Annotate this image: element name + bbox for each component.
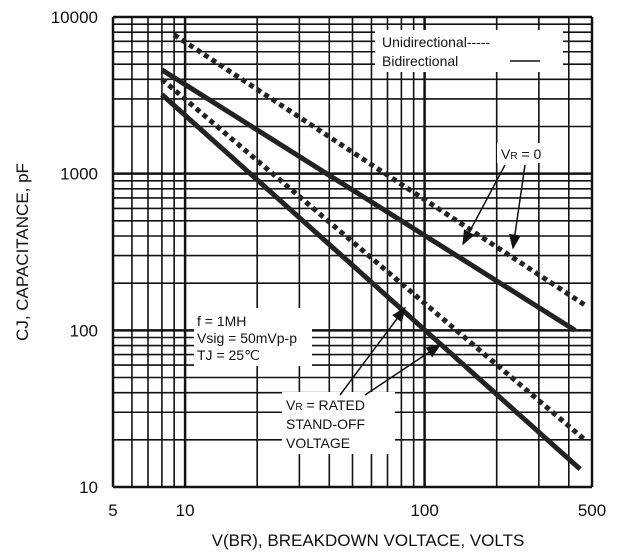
y-tick-label: 100	[70, 321, 98, 340]
series-line	[160, 77, 587, 442]
x-tick-label: 500	[578, 501, 606, 520]
legend: Unidirectional----- Bidirectional	[382, 34, 540, 69]
note: = 0	[518, 146, 542, 162]
legend-label: Unidirectional-----	[382, 34, 490, 50]
legend-label: Bidirectional	[382, 53, 458, 69]
lines	[160, 32, 587, 472]
note: VR = 0	[501, 146, 542, 162]
note: = RATED	[303, 397, 365, 413]
x-axis-label: V(BR), BREAKDOWN VOLTACE, VOLTS	[212, 531, 525, 550]
note: V	[286, 397, 296, 413]
note: R	[295, 402, 302, 413]
note: STAND-OFF	[286, 416, 365, 432]
x-tick-label: 5	[108, 501, 117, 520]
arrows	[339, 164, 526, 396]
x-tick-label: 100	[410, 501, 438, 520]
x-tick-label: 10	[176, 501, 195, 520]
note: VR = RATED	[286, 397, 365, 413]
y-tick-label: 10	[79, 478, 98, 497]
note: f = 1MH	[197, 313, 246, 329]
note: V	[501, 146, 511, 162]
note: VOLTAGE	[286, 435, 350, 451]
note-box	[497, 143, 559, 163]
note: R	[510, 151, 517, 162]
series-line	[160, 92, 582, 472]
y-tick-label: 1000	[60, 165, 98, 184]
note: TJ = 25℃	[197, 347, 260, 363]
y-tick-label: 10000	[51, 8, 98, 27]
y-axis-label: CJ, CAPACITANCE, pF	[13, 163, 32, 341]
note-box	[194, 308, 312, 366]
note: Vsig = 50mVp-p	[197, 330, 297, 346]
legend-box	[375, 30, 563, 72]
series-line	[172, 32, 587, 308]
note-box	[282, 392, 395, 454]
series-line	[160, 67, 577, 333]
